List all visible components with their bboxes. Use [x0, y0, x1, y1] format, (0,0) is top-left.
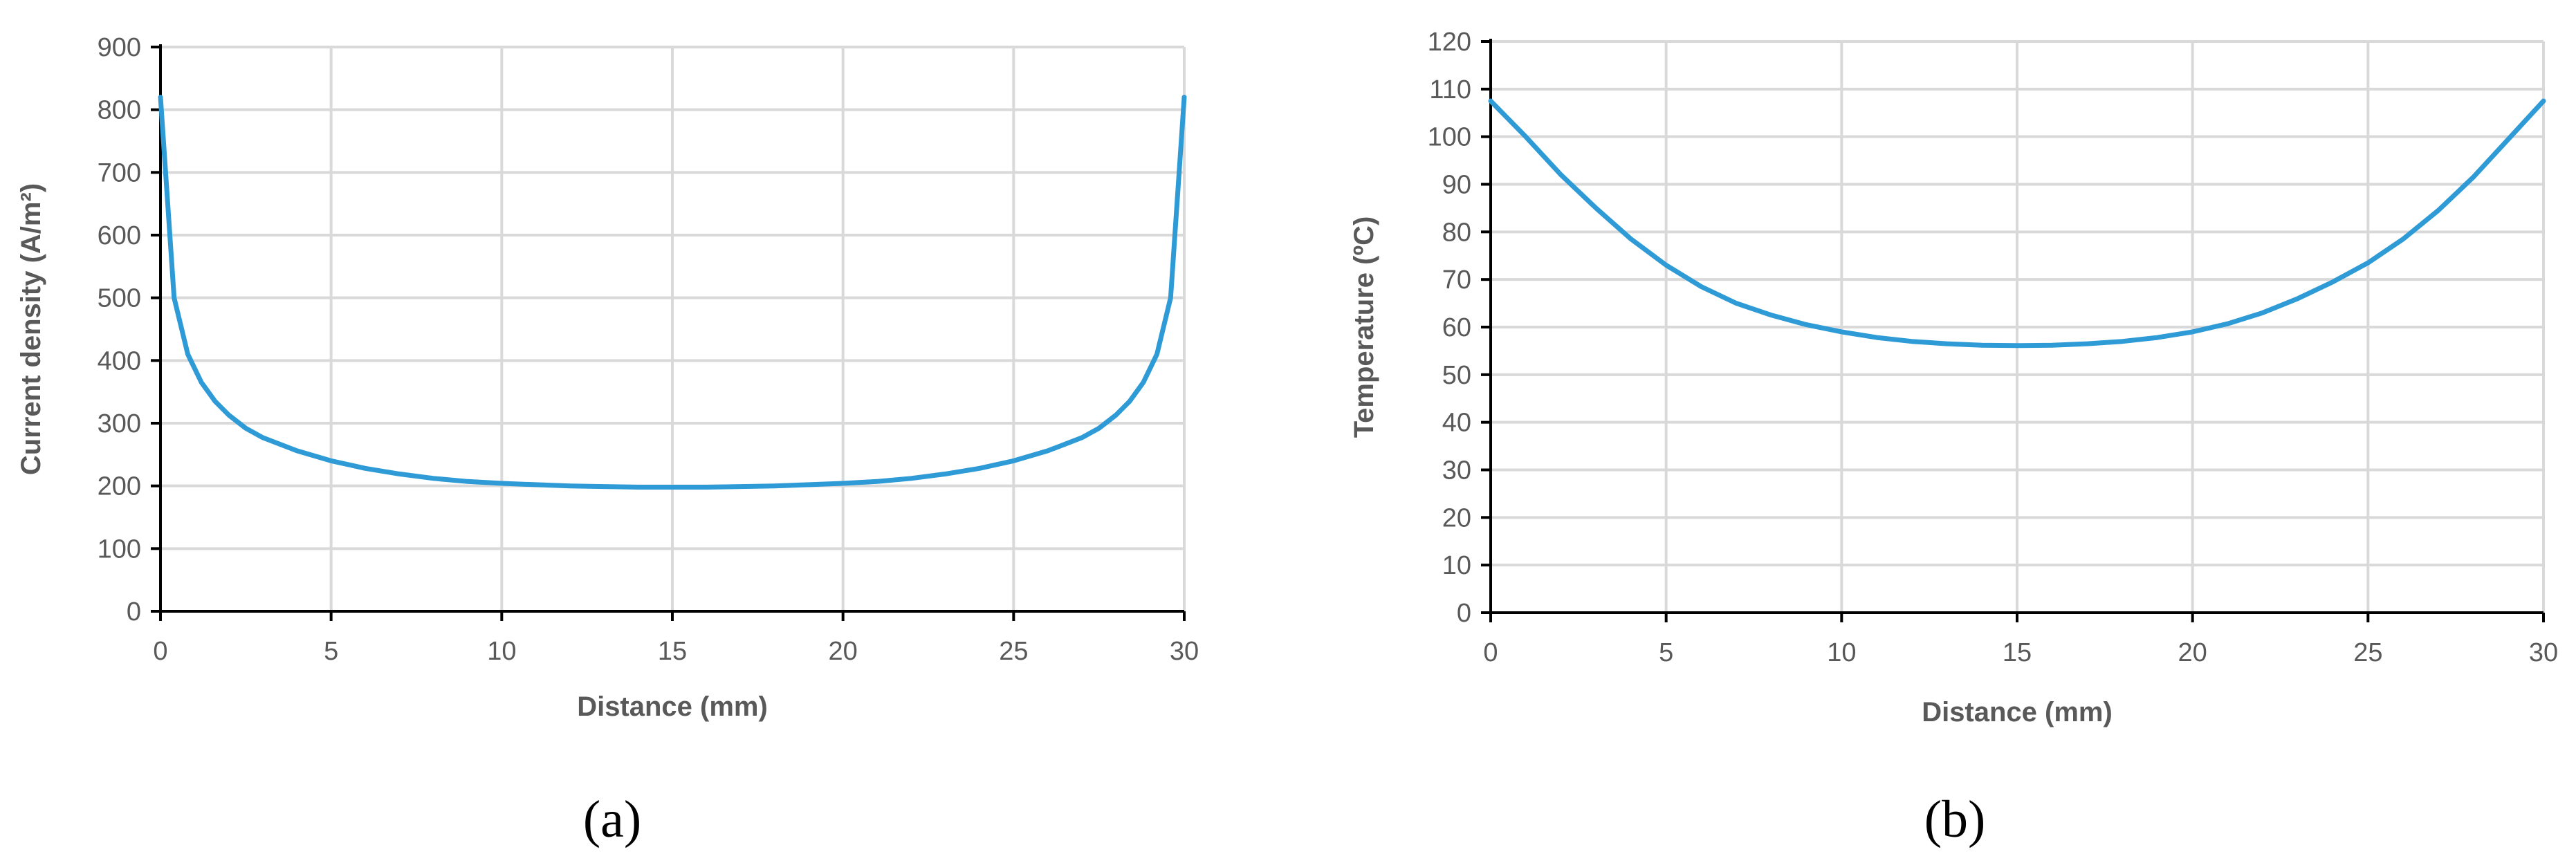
x-tick-label-a-3: 15: [658, 637, 687, 666]
x-tick-label-a-1: 5: [324, 637, 338, 666]
y-tick-label-a-1: 100: [98, 535, 141, 564]
panel-label-b: (b): [1924, 790, 1986, 848]
x-tick-label-b-5: 25: [2353, 638, 2382, 667]
y-tick-label-a-6: 600: [98, 221, 141, 250]
y-tick-label-b-3: 30: [1442, 456, 1471, 485]
y-tick-label-a-9: 900: [98, 33, 141, 62]
series-line-a-0: [158, 95, 1187, 490]
y-tick-label-b-9: 90: [1442, 171, 1471, 200]
y-tick-label-b-10: 100: [1428, 123, 1471, 152]
y-tick-label-b-12: 120: [1428, 28, 1471, 57]
y-tick-label-b-5: 50: [1442, 361, 1471, 390]
y-tick-label-a-2: 200: [98, 472, 141, 501]
x-tick-label-b-1: 5: [1659, 638, 1673, 667]
y-tick-label-b-7: 70: [1442, 266, 1471, 295]
x-tick-label-b-6: 30: [2529, 638, 2558, 667]
x-axis-title-b: Distance (mm): [1922, 697, 2113, 727]
x-tick-label-a-6: 30: [1170, 637, 1199, 666]
y-tick-label-a-8: 800: [98, 96, 141, 125]
y-axis-title-a: Current density (A/m²): [16, 183, 46, 475]
x-tick-label-b-2: 10: [1827, 638, 1856, 667]
x-tick-label-b-0: 0: [1483, 638, 1498, 667]
x-tick-label-b-4: 20: [2178, 638, 2207, 667]
y-tick-label-a-3: 300: [98, 409, 141, 438]
y-tick-label-b-6: 60: [1442, 313, 1471, 342]
y-tick-label-b-8: 80: [1442, 218, 1471, 247]
x-tick-label-a-4: 20: [829, 637, 858, 666]
y-tick-label-b-1: 10: [1442, 551, 1471, 580]
x-tick-label-a-0: 0: [153, 637, 167, 666]
y-tick-label-a-7: 700: [98, 158, 141, 187]
chart-panel-b: 0 10 20 30 40 50 60 70 80 90 100 110 120 0 5 10 15 20 25 30…: [1349, 28, 2558, 848]
y-tick-label-a-0: 0: [127, 597, 141, 627]
y-axis-title-b: Temperature (ºC): [1349, 216, 1379, 438]
y-tick-label-b-2: 20: [1442, 503, 1471, 532]
x-axis-title-a: Distance (mm): [577, 692, 768, 722]
y-tick-label-b-4: 40: [1442, 409, 1471, 438]
series-line-b-0: [1488, 98, 2546, 349]
y-tick-label-a-4: 400: [98, 346, 141, 375]
x-tick-label-a-5: 25: [999, 637, 1028, 666]
y-tick-label-b-0: 0: [1457, 599, 1471, 628]
chart-panel-a: 0 100 200 300 400 500 600 700 800 900 0 5 10 15 20 25 30…: [16, 33, 1199, 848]
x-tick-label-a-2: 10: [487, 637, 516, 666]
panel-label-a: (a): [583, 790, 641, 848]
x-tick-label-b-3: 15: [2003, 638, 2032, 667]
y-tick-label-a-5: 500: [98, 284, 141, 313]
y-tick-label-b-11: 110: [1429, 75, 1471, 104]
